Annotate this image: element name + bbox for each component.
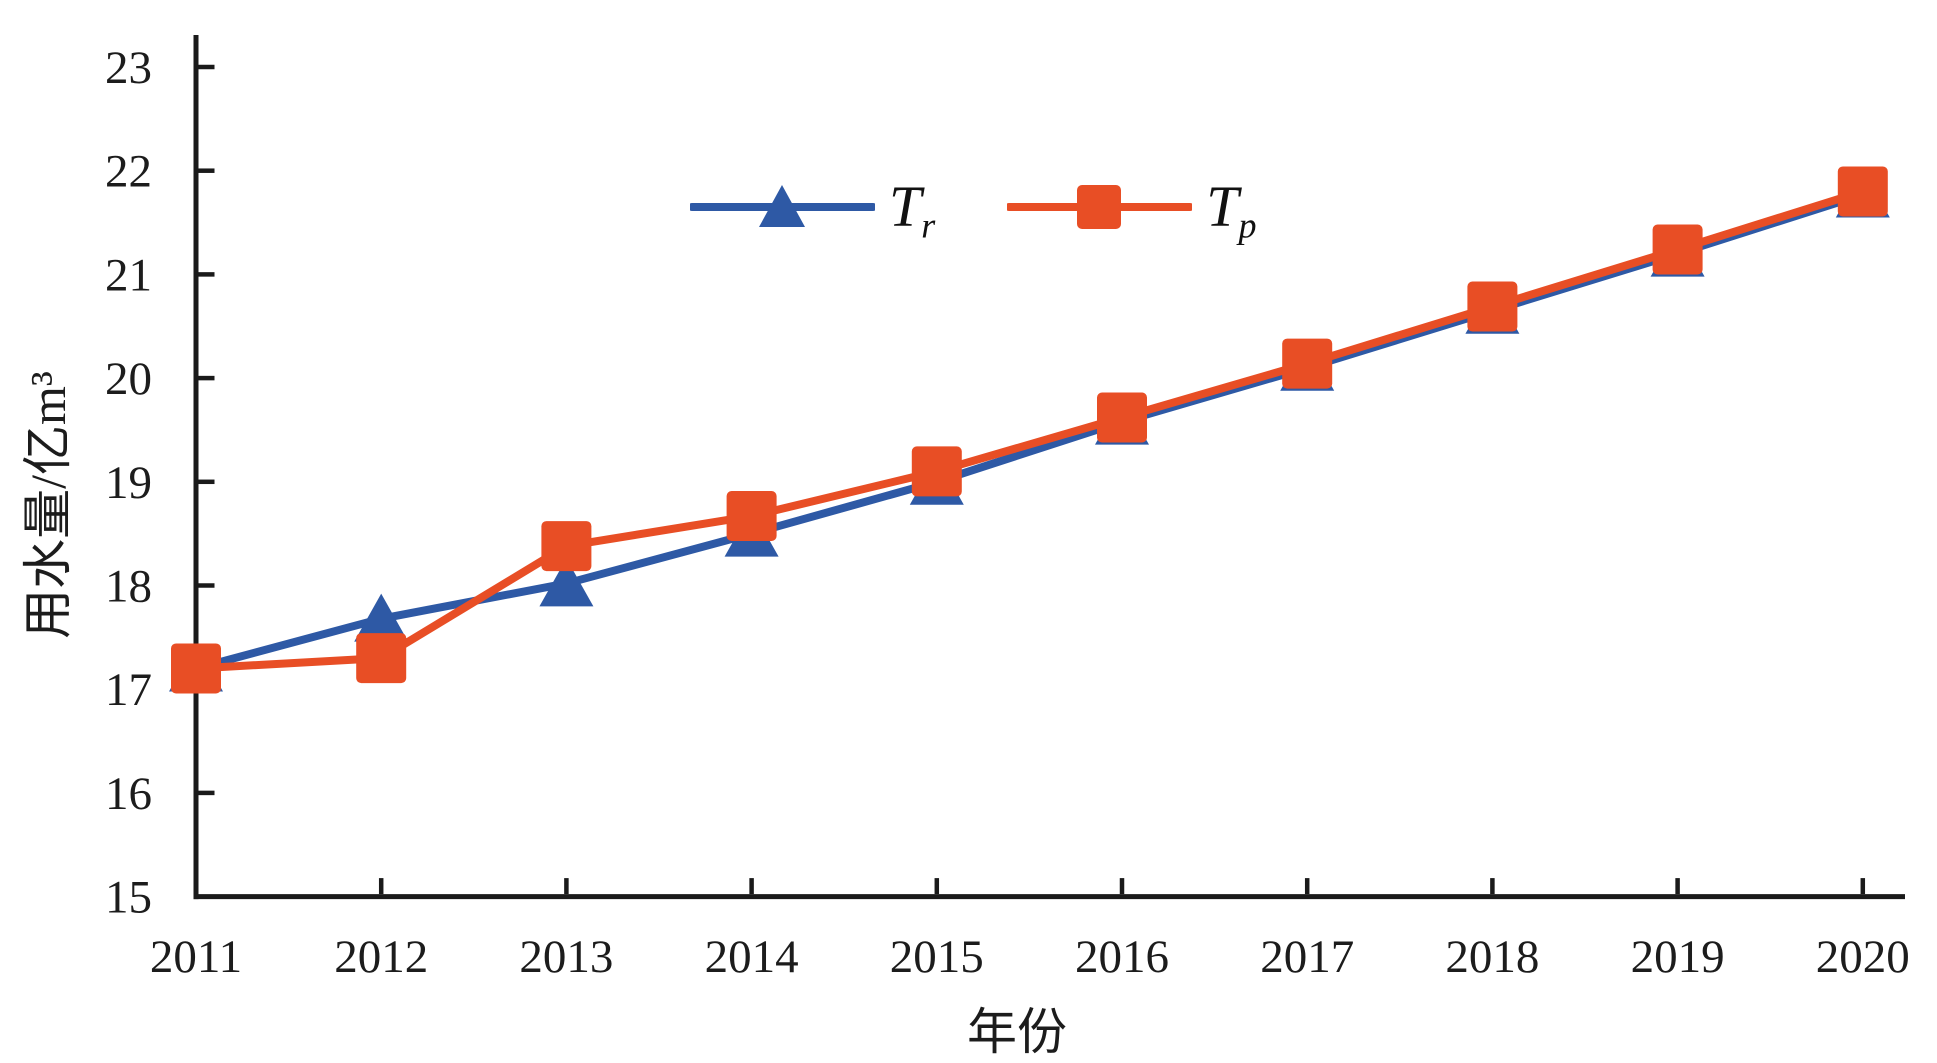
y-tick-label: 16 xyxy=(105,768,152,820)
y-tick-label: 19 xyxy=(105,457,152,509)
legend-line-triangle-icon xyxy=(690,185,875,227)
y-tick-label: 21 xyxy=(105,249,152,301)
x-axis-title: 年份 xyxy=(967,1004,1067,1060)
square-marker xyxy=(1837,166,1888,217)
x-tick-label: 2019 xyxy=(1631,931,1725,983)
y-tick-label: 23 xyxy=(105,42,152,94)
y-tick-label: 20 xyxy=(105,353,152,405)
square-marker xyxy=(171,643,221,694)
legend-label-tp-sub: p xyxy=(1238,205,1257,246)
series-line xyxy=(192,187,1867,673)
square-marker xyxy=(911,446,962,497)
legend-label-tp: Tp xyxy=(1206,172,1256,244)
square-marker xyxy=(1282,338,1333,389)
square-marker xyxy=(541,521,592,572)
x-tick-label: 2018 xyxy=(1445,931,1539,983)
x-tick-label: 2016 xyxy=(1075,931,1169,983)
legend-triangle-marker xyxy=(759,185,805,227)
x-tick-label: 2013 xyxy=(519,931,613,983)
legend-item-tp: Tp xyxy=(1007,172,1257,244)
square-marker xyxy=(1097,392,1147,443)
legend-label-tr: Tr xyxy=(889,172,935,244)
x-tick-label: 2012 xyxy=(334,931,428,983)
square-marker xyxy=(1467,281,1518,332)
legend: Tr Tp xyxy=(690,172,1257,244)
y-tick-label: 18 xyxy=(105,561,152,613)
x-tick-label: 2011 xyxy=(150,931,242,983)
square-marker xyxy=(726,491,777,542)
square-marker xyxy=(1652,224,1703,275)
axes: 15 16 17 18 19 20 21 22 23 2011 2012 2013 2014 2015 20… xyxy=(105,35,1910,983)
x-tick-label: 2017 xyxy=(1260,931,1354,983)
triangle-marker xyxy=(539,558,594,607)
y-tick-label: 22 xyxy=(105,146,152,198)
legend-label-tr-base: T xyxy=(889,174,922,239)
x-tick-label: 2020 xyxy=(1816,931,1910,983)
square-marker xyxy=(356,633,407,684)
x-tick-label: 2014 xyxy=(705,931,799,983)
y-axis-title: 用水量/亿m³ xyxy=(20,371,76,639)
legend-line-square-icon xyxy=(1007,185,1193,229)
series-tp xyxy=(171,166,1888,694)
x-tick-label: 2015 xyxy=(890,931,984,983)
series-tr xyxy=(169,169,1890,692)
triangle-marker xyxy=(354,593,409,642)
y-tick-label: 17 xyxy=(105,664,152,716)
legend-item-tr: Tr xyxy=(690,172,935,244)
y-tick-label: 15 xyxy=(105,872,152,924)
legend-square-marker xyxy=(1077,185,1122,229)
legend-label-tp-base: T xyxy=(1206,174,1239,239)
legend-label-tr-sub: r xyxy=(921,205,936,246)
